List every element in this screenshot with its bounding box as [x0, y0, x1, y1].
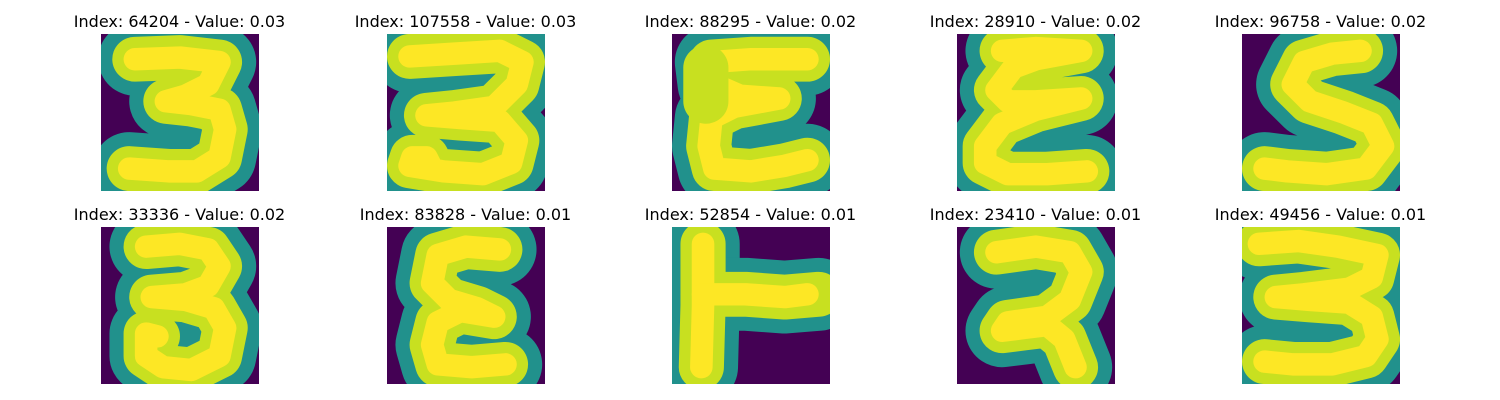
- panel-title: Index: 107558 - Value: 0.03: [354, 12, 577, 31]
- digit-image-epsilon: [956, 34, 1115, 191]
- panel-title: Index: 49456 - Value: 0.01: [1214, 205, 1427, 224]
- panel-title: Index: 23410 - Value: 0.01: [929, 205, 1142, 224]
- panel-2: Index: 107558 - Value: 0.03: [323, 12, 608, 202]
- panel-5: Index: 96758 - Value: 0.02: [1178, 12, 1463, 202]
- digit-image-epsilon: [386, 227, 545, 384]
- digit-image-t: [671, 227, 830, 384]
- panel-title: Index: 96758 - Value: 0.02: [1214, 12, 1427, 31]
- panel-1: Index: 64204 - Value: 0.03: [37, 12, 322, 202]
- panel-title: Index: 83828 - Value: 0.01: [359, 205, 572, 224]
- panel-title: Index: 33336 - Value: 0.02: [73, 205, 286, 224]
- panel-title: Index: 88295 - Value: 0.02: [644, 12, 857, 31]
- panel-9: Index: 23410 - Value: 0.01: [893, 205, 1178, 395]
- panel-title: Index: 52854 - Value: 0.01: [644, 205, 857, 224]
- panel-4: Index: 28910 - Value: 0.02: [893, 12, 1178, 202]
- panel-6: Index: 33336 - Value: 0.02: [37, 205, 322, 395]
- digit-image-epsilon: [671, 34, 830, 191]
- digit-image-three: [1241, 227, 1400, 384]
- panel-3: Index: 88295 - Value: 0.02: [608, 12, 893, 202]
- panel-title: Index: 28910 - Value: 0.02: [929, 12, 1142, 31]
- panel-7: Index: 83828 - Value: 0.01: [323, 205, 608, 395]
- digit-image-s: [1241, 34, 1400, 191]
- panel-title: Index: 64204 - Value: 0.03: [73, 12, 286, 31]
- digit-image-three: [386, 34, 545, 191]
- panel-10: Index: 49456 - Value: 0.01: [1178, 205, 1463, 395]
- digit-image-three: [100, 227, 259, 384]
- digit-image-two: [956, 227, 1115, 384]
- digit-image-three: [100, 34, 259, 191]
- panel-8: Index: 52854 - Value: 0.01: [608, 205, 893, 395]
